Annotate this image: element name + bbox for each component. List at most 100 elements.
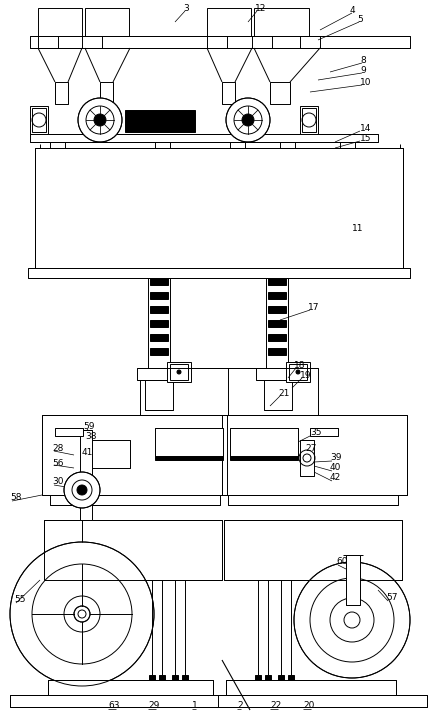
Bar <box>300 440 314 476</box>
Bar <box>268 278 286 285</box>
Bar <box>42 415 227 495</box>
Bar <box>167 362 191 382</box>
Bar <box>32 108 46 132</box>
Bar <box>44 520 222 580</box>
Circle shape <box>296 370 300 374</box>
Text: 57: 57 <box>386 593 398 603</box>
Text: 63: 63 <box>108 701 119 710</box>
Text: 41: 41 <box>82 448 94 456</box>
Text: 4: 4 <box>350 6 356 14</box>
Text: 5: 5 <box>357 14 363 24</box>
Circle shape <box>78 98 122 142</box>
Circle shape <box>74 606 90 622</box>
Bar <box>55 82 68 104</box>
Bar <box>85 8 129 36</box>
Bar <box>38 8 82 36</box>
Text: 2: 2 <box>237 701 243 710</box>
Bar <box>230 428 298 458</box>
Bar <box>226 680 396 695</box>
Text: 39: 39 <box>330 453 341 463</box>
Circle shape <box>94 114 106 126</box>
Bar <box>264 380 292 410</box>
Bar <box>149 675 155 680</box>
Bar <box>150 278 168 285</box>
Bar <box>92 440 130 468</box>
Bar <box>150 348 168 355</box>
Bar <box>289 364 307 380</box>
Bar <box>35 148 403 268</box>
Text: 12: 12 <box>255 4 267 13</box>
Bar <box>228 368 318 415</box>
Bar <box>255 675 261 680</box>
Bar <box>224 520 402 580</box>
Bar <box>222 82 235 104</box>
Circle shape <box>226 98 270 142</box>
Text: 29: 29 <box>148 701 160 710</box>
Bar <box>207 8 251 36</box>
Bar <box>278 675 284 680</box>
Bar <box>159 675 165 680</box>
Text: 14: 14 <box>360 124 371 133</box>
Bar <box>137 368 181 380</box>
Bar <box>48 680 213 695</box>
Bar <box>150 320 168 327</box>
Bar <box>300 106 318 134</box>
Text: 1: 1 <box>192 701 198 710</box>
Text: 15: 15 <box>360 134 371 143</box>
Text: 3: 3 <box>183 4 189 13</box>
Bar <box>265 675 271 680</box>
Text: 59: 59 <box>83 421 94 431</box>
Bar <box>10 695 427 707</box>
Text: 9: 9 <box>360 66 366 74</box>
Bar <box>302 108 316 132</box>
Bar <box>30 36 410 48</box>
Text: 30: 30 <box>52 478 63 486</box>
Bar <box>268 320 286 327</box>
Text: 22: 22 <box>270 701 281 710</box>
Bar <box>256 368 300 380</box>
Bar <box>150 334 168 341</box>
Bar <box>270 82 290 104</box>
Bar <box>125 110 195 132</box>
Circle shape <box>10 542 154 686</box>
Bar <box>28 268 410 278</box>
Text: 58: 58 <box>10 493 21 503</box>
Text: 28: 28 <box>52 443 63 453</box>
Bar <box>286 362 310 382</box>
Bar <box>266 278 288 368</box>
Bar <box>30 134 378 142</box>
Text: 20: 20 <box>303 701 314 710</box>
Bar <box>100 82 113 104</box>
Bar <box>182 675 188 680</box>
Text: 11: 11 <box>352 223 364 233</box>
Text: 27: 27 <box>305 443 316 453</box>
Bar <box>228 495 398 505</box>
Text: 56: 56 <box>52 458 63 468</box>
Bar <box>150 306 168 313</box>
Text: 60: 60 <box>336 558 347 566</box>
Bar <box>148 278 170 368</box>
Bar <box>150 278 168 368</box>
Bar <box>80 430 92 520</box>
Bar <box>310 428 338 436</box>
Text: 18: 18 <box>294 361 305 370</box>
Bar <box>346 555 360 605</box>
Bar <box>50 495 220 505</box>
Bar <box>268 348 286 355</box>
Circle shape <box>77 485 87 495</box>
Text: 19: 19 <box>300 371 312 380</box>
Bar <box>268 334 286 341</box>
Text: 42: 42 <box>330 473 341 483</box>
Bar <box>155 456 223 460</box>
Circle shape <box>177 370 181 374</box>
Bar <box>140 368 230 415</box>
Bar <box>230 456 298 460</box>
Bar <box>145 380 173 410</box>
Bar <box>268 292 286 299</box>
Text: 35: 35 <box>310 428 322 436</box>
Bar <box>222 415 407 495</box>
Circle shape <box>294 562 410 678</box>
Bar <box>268 278 286 368</box>
Bar <box>172 675 178 680</box>
Text: 55: 55 <box>14 595 25 605</box>
